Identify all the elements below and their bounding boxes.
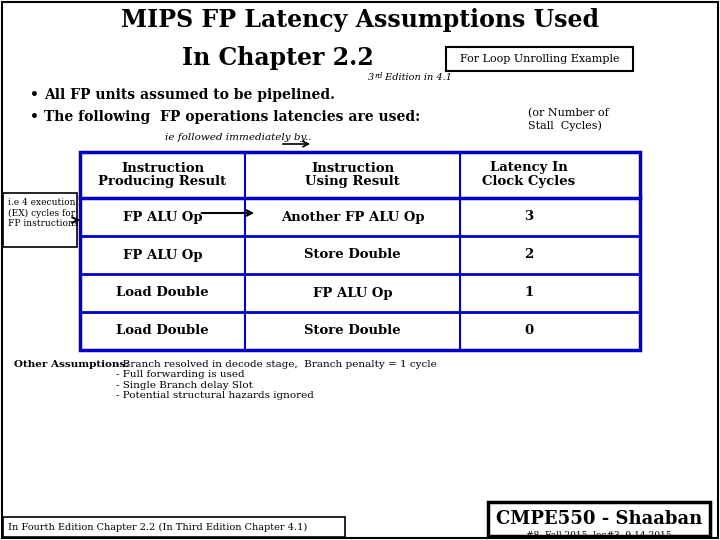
Text: Load Double: Load Double — [116, 287, 209, 300]
Text: FP ALU Op: FP ALU Op — [122, 211, 202, 224]
Text: Latency In: Latency In — [490, 161, 567, 174]
Text: 3: 3 — [368, 73, 374, 82]
Bar — [80, 152, 640, 350]
Text: Store Double: Store Double — [304, 325, 401, 338]
Text: i.e 4 execution
(EX) cycles for
FP instructions: i.e 4 execution (EX) cycles for FP instr… — [8, 198, 78, 228]
Text: Instruction: Instruction — [121, 161, 204, 174]
Text: All FP units assumed to be pipelined.: All FP units assumed to be pipelined. — [44, 88, 335, 102]
Text: Load Double: Load Double — [116, 325, 209, 338]
Text: •: • — [30, 88, 39, 102]
Text: Other Assumptions:: Other Assumptions: — [14, 360, 129, 369]
Text: The following  FP operations latencies are used:: The following FP operations latencies ar… — [44, 110, 420, 124]
Text: (or Number of
Stall  Cycles): (or Number of Stall Cycles) — [528, 108, 608, 131]
Text: FP ALU Op: FP ALU Op — [312, 287, 392, 300]
Text: Edition in 4.1: Edition in 4.1 — [382, 73, 452, 82]
Text: In Fourth Edition Chapter 2.2 (In Third Edition Chapter 4.1): In Fourth Edition Chapter 2.2 (In Third … — [8, 522, 307, 531]
Text: Using Result: Using Result — [305, 176, 400, 188]
Text: In Chapter 2.2: In Chapter 2.2 — [182, 46, 374, 70]
Text: #8  Fall 2015  lec#3  9-14-2015: #8 Fall 2015 lec#3 9-14-2015 — [526, 531, 672, 540]
Text: Clock Cycles: Clock Cycles — [482, 176, 575, 188]
Text: FP ALU Op: FP ALU Op — [122, 248, 202, 261]
Text: - Branch resolved in decode stage,  Branch penalty = 1 cycle
- Full forwarding i: - Branch resolved in decode stage, Branc… — [116, 360, 437, 400]
FancyBboxPatch shape — [3, 193, 77, 247]
FancyBboxPatch shape — [3, 517, 345, 537]
Text: ie followed immediately by..: ie followed immediately by.. — [165, 133, 312, 142]
FancyBboxPatch shape — [488, 502, 710, 536]
Text: Producing Result: Producing Result — [99, 176, 227, 188]
Text: CMPE550 - Shaaban: CMPE550 - Shaaban — [496, 510, 702, 528]
Text: Instruction: Instruction — [311, 161, 394, 174]
Text: 1: 1 — [524, 287, 533, 300]
Text: 2: 2 — [524, 248, 533, 261]
Text: Store Double: Store Double — [304, 248, 401, 261]
Text: •: • — [30, 110, 39, 124]
Text: Another FP ALU Op: Another FP ALU Op — [281, 211, 424, 224]
Text: 0: 0 — [524, 325, 533, 338]
Text: 3: 3 — [524, 211, 533, 224]
FancyBboxPatch shape — [446, 47, 633, 71]
Text: For Loop Unrolling Example: For Loop Unrolling Example — [460, 54, 620, 64]
Text: MIPS FP Latency Assumptions Used: MIPS FP Latency Assumptions Used — [121, 8, 599, 32]
Text: rd: rd — [374, 72, 382, 80]
